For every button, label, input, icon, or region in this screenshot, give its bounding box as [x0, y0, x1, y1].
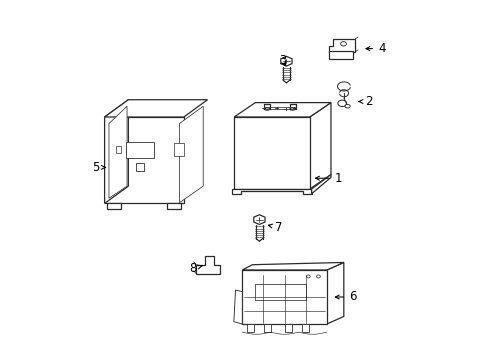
Polygon shape — [327, 262, 344, 324]
Polygon shape — [242, 262, 344, 270]
Ellipse shape — [341, 42, 346, 46]
Polygon shape — [302, 324, 309, 332]
Polygon shape — [329, 39, 355, 52]
Polygon shape — [117, 147, 121, 153]
Polygon shape — [286, 324, 292, 332]
Polygon shape — [174, 143, 184, 156]
Polygon shape — [104, 100, 208, 117]
Text: 7: 7 — [269, 221, 283, 234]
Text: 2: 2 — [359, 95, 373, 108]
Polygon shape — [312, 175, 331, 194]
Text: 5: 5 — [92, 161, 105, 174]
Text: 1: 1 — [316, 172, 343, 185]
Polygon shape — [107, 203, 121, 210]
Ellipse shape — [290, 108, 295, 110]
Polygon shape — [264, 324, 271, 332]
Polygon shape — [234, 117, 310, 189]
Polygon shape — [281, 57, 292, 66]
Polygon shape — [232, 189, 312, 194]
Text: 8: 8 — [189, 262, 202, 275]
Polygon shape — [255, 284, 306, 300]
Polygon shape — [167, 203, 181, 210]
Polygon shape — [234, 103, 331, 117]
Ellipse shape — [264, 108, 270, 110]
Ellipse shape — [306, 275, 310, 278]
Polygon shape — [234, 290, 242, 324]
Polygon shape — [242, 270, 327, 324]
Polygon shape — [247, 324, 254, 332]
Polygon shape — [254, 215, 265, 225]
Text: 6: 6 — [335, 291, 357, 303]
Polygon shape — [104, 100, 128, 203]
Polygon shape — [310, 103, 331, 189]
Polygon shape — [136, 163, 144, 171]
Ellipse shape — [345, 104, 350, 108]
Polygon shape — [109, 106, 127, 198]
Text: 3: 3 — [279, 54, 287, 67]
Ellipse shape — [338, 100, 346, 107]
Polygon shape — [104, 117, 184, 203]
Polygon shape — [179, 106, 203, 203]
Ellipse shape — [317, 275, 320, 278]
Polygon shape — [126, 142, 154, 158]
Text: 4: 4 — [366, 42, 386, 55]
Polygon shape — [196, 256, 220, 274]
Polygon shape — [329, 51, 353, 59]
